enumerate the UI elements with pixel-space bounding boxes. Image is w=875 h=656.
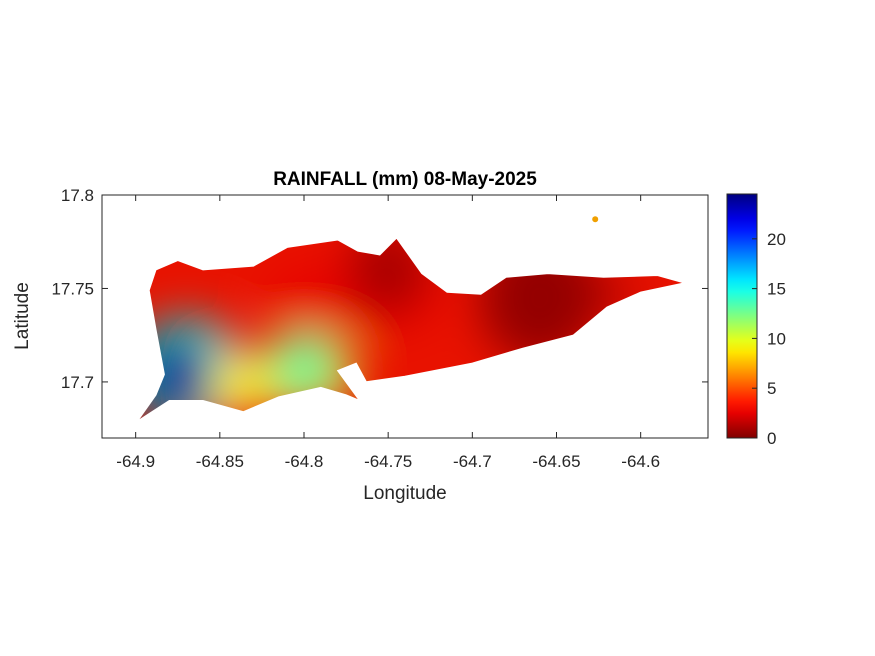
- x-tick-label: -64.65: [532, 452, 580, 471]
- x-tick-label: -64.7: [453, 452, 492, 471]
- x-tick-label: -64.75: [364, 452, 412, 471]
- land-outline: [136, 237, 685, 422]
- x-tick-label: -64.85: [196, 452, 244, 471]
- x-axis-label: Longitude: [363, 483, 446, 504]
- rainfall-peak: [210, 357, 263, 415]
- x-tick-label: -64.9: [116, 452, 155, 471]
- colorbar-tick-label: 15: [767, 280, 786, 299]
- colorbar-tick-label: 5: [767, 379, 776, 398]
- y-axis-ticks: 17.7 17.75 17.8: [51, 186, 708, 392]
- colorbar-tick-label: 20: [767, 230, 786, 249]
- x-tick-label: -64.6: [621, 452, 660, 471]
- chart-title: RAINFALL (mm) 08-May-2025: [273, 169, 537, 190]
- x-axis-ticks: -64.9 -64.85 -64.8 -64.75 -64.7 -64.65 -64.6: [116, 195, 660, 471]
- colorbar-ticks: 0 5 10 15 20: [752, 230, 786, 448]
- y-tick-label: 17.75: [51, 279, 94, 298]
- y-tick-label: 17.8: [61, 186, 94, 205]
- colorbar-tick-label: 10: [767, 329, 786, 348]
- y-axis-label: Latitude: [12, 282, 33, 350]
- x-tick-label: -64.8: [285, 452, 324, 471]
- y-tick-label: 17.7: [61, 373, 94, 392]
- axes-frame: [101, 194, 709, 439]
- rainfall-peak: [274, 333, 334, 400]
- colorbar-tick-label: 0: [767, 429, 776, 448]
- colorbar: [726, 193, 758, 439]
- islet: [592, 216, 599, 223]
